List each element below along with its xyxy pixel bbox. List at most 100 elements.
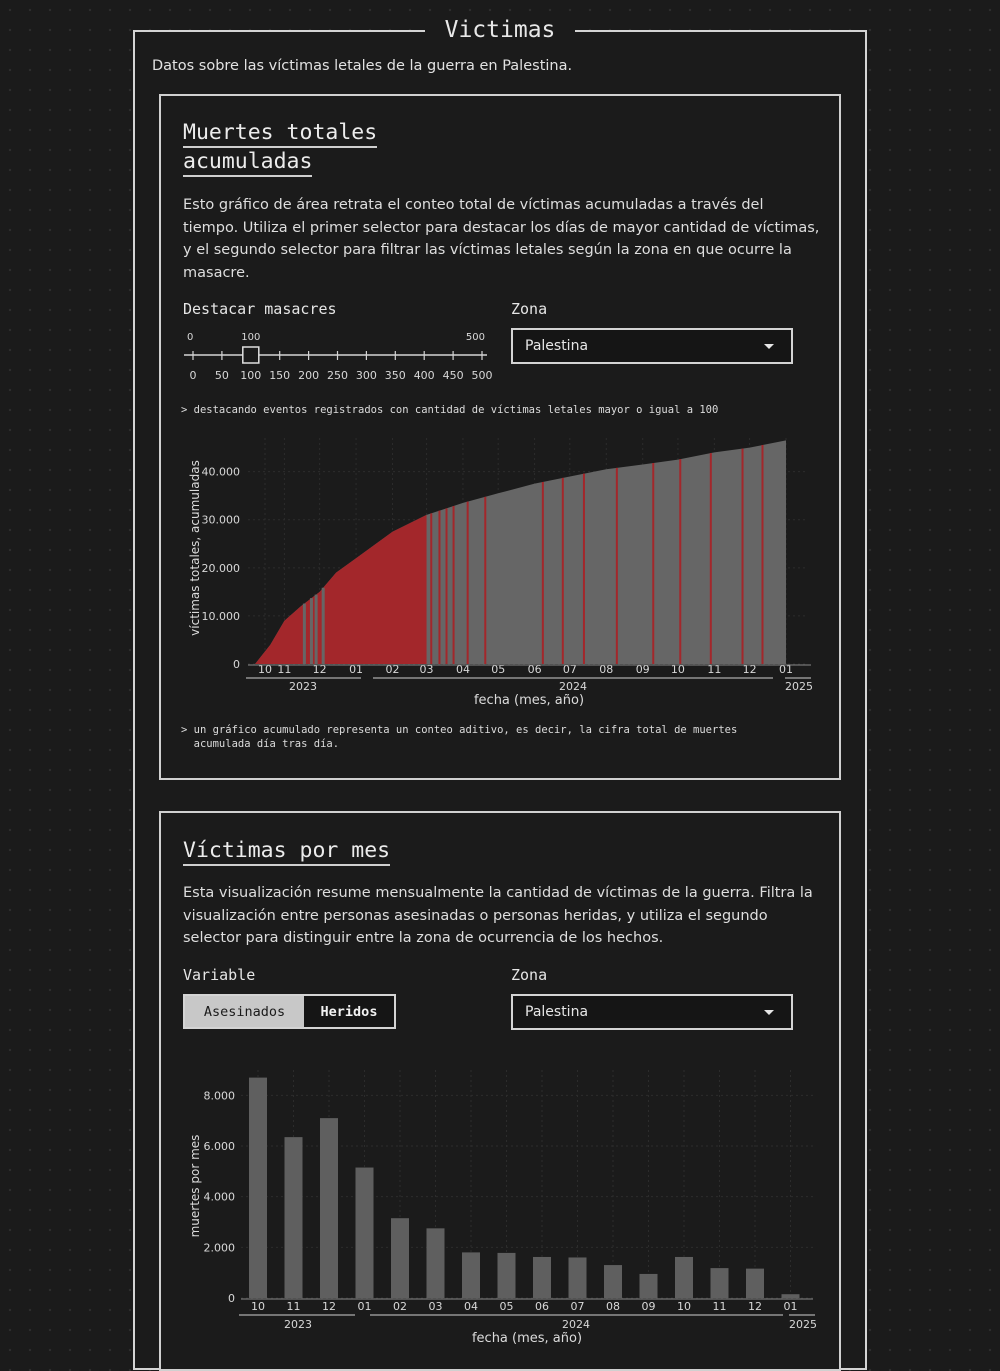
year-label: 2024 [562,1318,590,1331]
slider-tick-label: 400 [414,369,435,382]
cumulative-area-chart: 0 10.000 20.000 30.000 40.000 10 11 12 01 02 03 04… [188,438,813,708]
slider-tick-label: 300 [356,369,377,382]
x-tick-label: 06 [528,663,542,676]
bar-x-axis-label: fecha (mes, año) [472,1331,582,1346]
toggle-heridos[interactable]: Heridos [304,996,394,1027]
bar [284,1137,303,1298]
slider-tick-label: 500 [472,369,493,382]
monthly-title-text: Víctimas por mes [183,838,391,866]
zone-label-monthly: Zona [511,966,548,984]
year-label: 2023 [284,1318,312,1331]
variable-label: Variable [183,966,256,984]
area-x-axis-label: fecha (mes, año) [474,693,584,708]
x-tick-label: 01 [349,663,363,676]
x-tick-label: 06 [535,1300,549,1313]
bar-year-labels: 2023 2024 2025 [239,1314,817,1331]
bar [355,1167,374,1298]
zone-select-value: Palestina [525,338,589,354]
bar-y-ticks: 0 2.000 4.000 6.000 8.000 [204,1089,236,1305]
bar [462,1252,480,1298]
cumulative-note: > un gráfico acumulado representa un con… [181,723,737,751]
highlight-lines [302,445,764,664]
zone-select-value: Palestina [525,1004,589,1020]
y-tick-label: 6.000 [204,1140,236,1153]
x-tick-label: 12 [748,1300,762,1313]
bar [497,1252,516,1298]
bar [533,1256,551,1298]
x-tick-label: 02 [385,663,399,676]
monthly-title: Víctimas por mes [183,836,391,866]
bar [675,1256,693,1298]
bar [604,1265,622,1298]
x-tick-label: 07 [571,1300,585,1313]
x-tick-label: 03 [429,1300,443,1313]
y-tick-label: 20.000 [202,562,241,575]
bar [320,1118,338,1298]
x-tick-label: 04 [464,1300,478,1313]
cumulative-note-line2: acumulada día tras día. [181,738,340,750]
x-tick-label: 05 [500,1300,514,1313]
bar-y-axis-label: muertes por mes [188,1135,202,1238]
x-tick-label: 11 [713,1300,727,1313]
area-x-ticks: 10 11 12 01 02 03 04 05 06 07 08 09 10 11 12 01 [248,663,811,676]
zone-label-cumulative: Zona [511,300,548,318]
toggle-asesinados[interactable]: Asesinados [185,996,304,1027]
slider-value-label: 100 [241,332,260,343]
cumulative-title: Muertes totales acumuladas [183,118,378,177]
monthly-description: Esta visualización resume mensualmente l… [183,885,813,947]
slider-max-label: 500 [466,332,485,343]
y-tick-label: 0 [233,658,240,671]
cumulative-note-line1: > un gráfico acumulado representa un con… [181,724,738,736]
bar [639,1273,658,1298]
variable-toggle: Asesinados Heridos [183,994,396,1029]
x-tick-label: 08 [599,663,613,676]
x-tick-label: 10 [677,1300,691,1313]
y-tick-label: 4.000 [204,1191,236,1204]
cumulative-title-line1: Muertes totales [183,120,378,148]
x-tick-label: 08 [606,1300,620,1313]
slider-ticks: 0 50 100 150 200 250 300 350 400 450 500 [190,351,493,382]
slider-tick-label: 0 [190,369,197,382]
highlight-note: > destacando eventos registrados con can… [181,404,719,416]
year-label: 2025 [789,1318,817,1331]
y-tick-label: 30.000 [202,514,241,527]
bar [391,1218,409,1298]
bar [426,1228,445,1298]
x-tick-label: 12 [322,1300,336,1313]
monthly-bar-chart: 0 2.000 4.000 6.000 8.000 10 11 12 01 02 03 04 05 06… [188,1070,817,1346]
slider-handle[interactable] [242,346,260,364]
x-tick-label: 10 [258,663,272,676]
slider-tick-label: 350 [385,369,406,382]
zone-select-monthly[interactable]: Palestina [511,994,793,1030]
slider-tick-label: 450 [443,369,464,382]
year-label: 2024 [559,680,587,693]
cumulative-description: Esto gráfico de área retrata el conteo t… [183,197,820,282]
bar [249,1077,267,1298]
x-tick-label: 10 [251,1300,265,1313]
section-subtitle: Datos sobre las víctimas letales de la g… [152,58,573,74]
bar-x-ticks: 10 11 12 01 02 03 04 05 06 07 08 09 10 11 12 01 [241,1298,813,1313]
section-title: Victimas [425,14,575,46]
bar [568,1257,587,1298]
area-y-axis-label: víctimas totales, acumuladas [188,460,202,636]
masacres-slider[interactable]: 0 100 500 0 50 100 150 200 250 300 350 400 450 500 [180,326,500,388]
slider-tick-label: 150 [269,369,290,382]
highlight-area [255,514,427,664]
slider-tick-label: 50 [215,369,229,382]
chevron-down-icon [764,1010,774,1015]
x-tick-label: 05 [491,663,505,676]
chevron-down-icon [764,344,774,349]
bars [249,1077,800,1298]
y-tick-label: 0 [228,1292,235,1305]
bar [781,1294,800,1298]
x-tick-label: 02 [393,1300,407,1313]
x-tick-label: 01 [784,1300,798,1313]
x-tick-label: 11 [287,1300,301,1313]
x-tick-label: 09 [642,1300,656,1313]
x-tick-label: 10 [671,663,685,676]
zone-select-cumulative[interactable]: Palestina [511,328,793,364]
x-tick-label: 01 [358,1300,372,1313]
slider-min-label: 0 [187,332,193,343]
bar [710,1268,729,1298]
year-label: 2023 [289,680,317,693]
